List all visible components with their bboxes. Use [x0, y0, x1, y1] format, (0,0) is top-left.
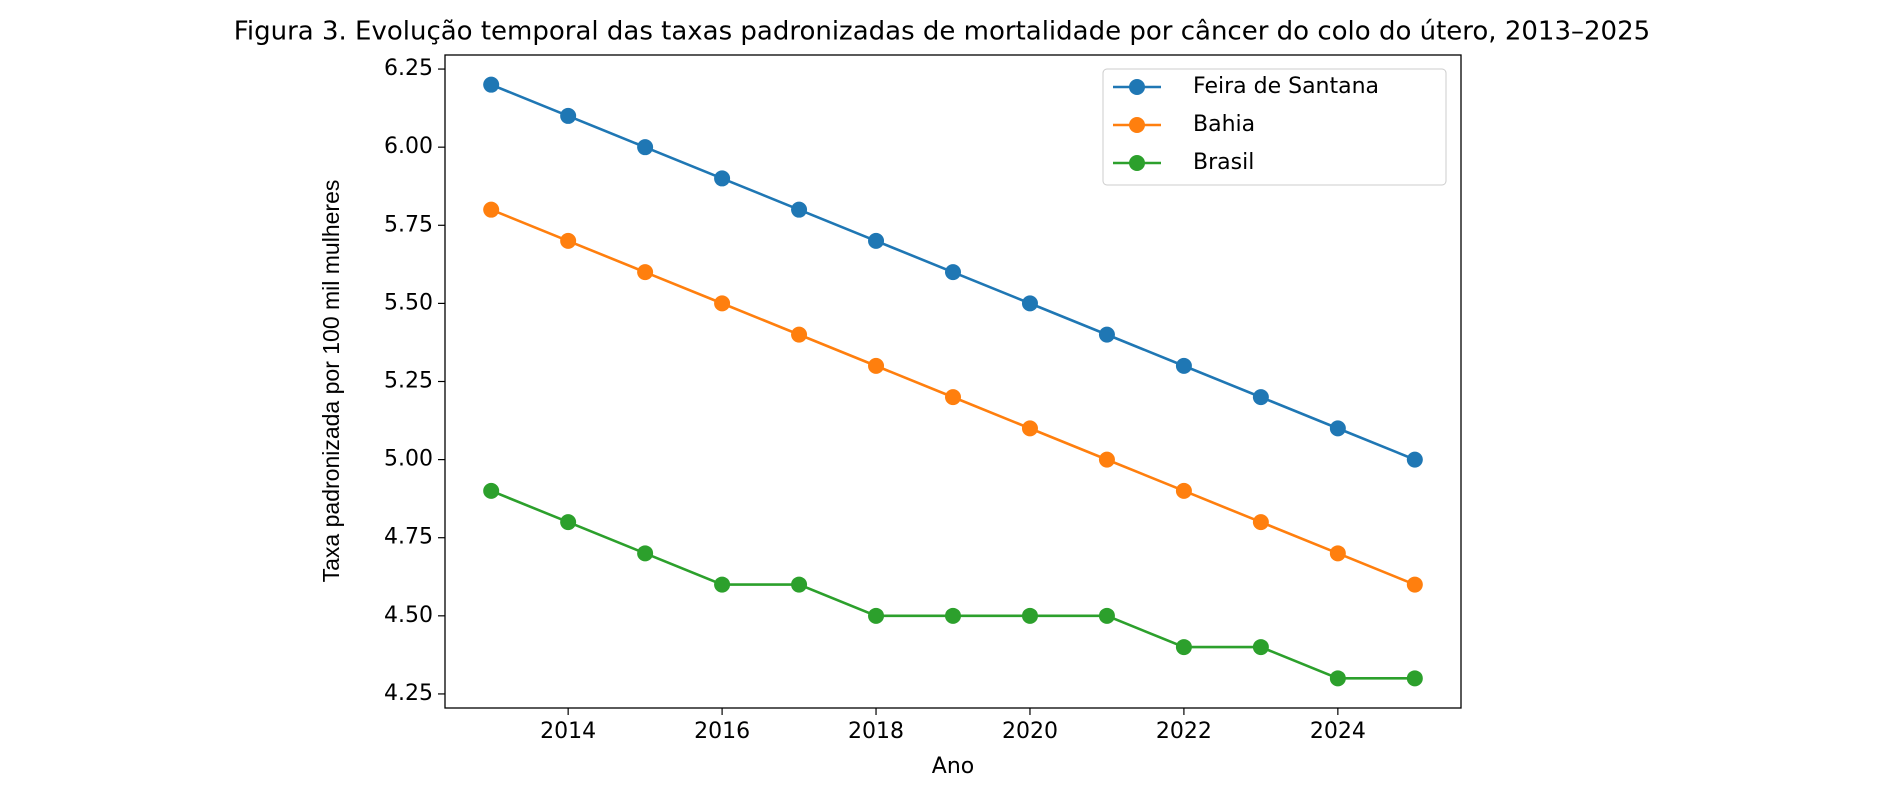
x-tick-label: 2020 [1002, 719, 1058, 744]
y-tick-label: 6.00 [384, 134, 433, 159]
data-point [637, 139, 654, 156]
x-tick-label: 2022 [1156, 719, 1212, 744]
y-tick-label: 5.50 [384, 290, 433, 315]
data-point [1175, 482, 1192, 499]
data-point [945, 389, 961, 406]
data-point [637, 545, 654, 562]
data-point [483, 201, 500, 218]
y-tick-label: 6.25 [384, 56, 433, 81]
data-point [1252, 639, 1269, 656]
x-axis-label: Ano [932, 754, 974, 779]
data-point [945, 264, 961, 281]
legend-box [1102, 68, 1447, 186]
legend-marker [1129, 155, 1145, 171]
data-point [560, 232, 577, 249]
data-point [1252, 514, 1269, 531]
data-point [1021, 420, 1038, 437]
legend-label: Brasil [1193, 150, 1254, 175]
y-axis-label: Taxa padronizada por 100 mil mulheres [318, 180, 344, 583]
series-line [490, 489, 1415, 680]
legend-marker [1129, 117, 1145, 133]
data-point [868, 607, 885, 624]
data-point [1098, 326, 1115, 343]
y-tick-label: 4.50 [384, 603, 433, 628]
data-point [1329, 670, 1346, 687]
data-point [791, 326, 808, 343]
data-point [945, 607, 961, 624]
data-point [1329, 420, 1346, 437]
data-point [1252, 389, 1269, 406]
y-tick-label: 5.25 [384, 369, 433, 394]
data-point [1098, 451, 1115, 468]
data-point [1021, 607, 1038, 624]
legend-label: Feira de Santana [1193, 74, 1379, 99]
y-tick-label: 4.25 [384, 681, 433, 706]
legend-marker [1129, 79, 1145, 95]
data-point [483, 482, 500, 499]
data-point [714, 295, 731, 312]
data-point [1406, 576, 1423, 593]
data-point [714, 576, 731, 593]
data-point [1098, 607, 1115, 624]
data-point [637, 264, 654, 281]
data-point [560, 514, 577, 531]
y-tick-label: 4.75 [384, 525, 433, 550]
data-point [868, 357, 885, 374]
y-tick-label: 5.00 [384, 447, 433, 472]
data-point [1021, 295, 1038, 312]
data-point [1175, 357, 1192, 374]
data-point [560, 107, 577, 124]
data-point [1175, 639, 1192, 656]
data-point [1329, 545, 1346, 562]
legend-label: Bahia [1193, 112, 1255, 137]
data-point [1406, 670, 1423, 687]
x-tick-label: 2018 [848, 719, 904, 744]
x-tick-label: 2014 [540, 719, 596, 744]
data-point [1406, 451, 1423, 468]
data-point [868, 232, 885, 249]
data-point [791, 201, 808, 218]
data-point [483, 76, 500, 93]
x-tick-label: 2016 [694, 719, 750, 744]
plot-frame [444, 54, 1462, 709]
data-point [791, 576, 808, 593]
chart-title: Figura 3. Evolução temporal das taxas pa… [234, 17, 1650, 47]
y-tick-label: 5.75 [384, 212, 433, 237]
data-point [714, 170, 731, 187]
x-tick-label: 2024 [1310, 719, 1366, 744]
